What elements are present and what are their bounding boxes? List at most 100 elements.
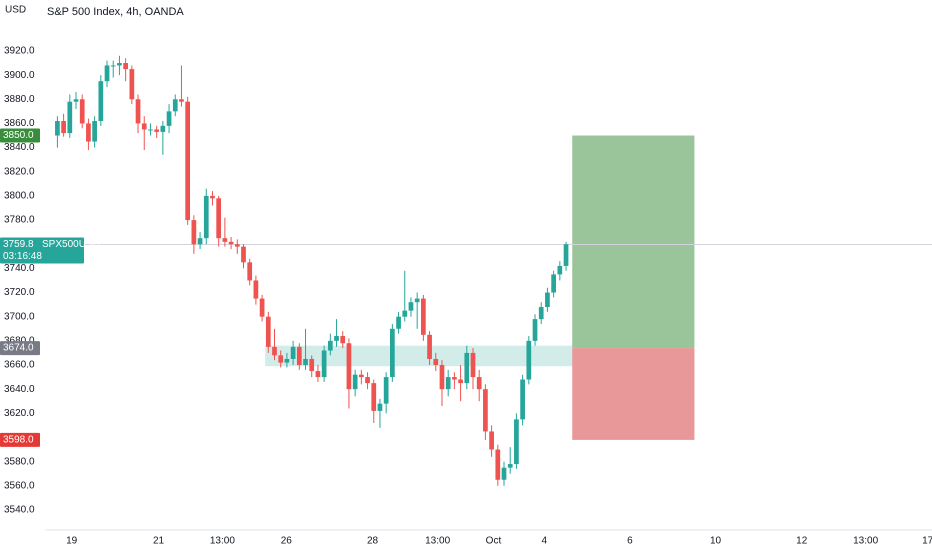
candle-body: [179, 99, 184, 102]
y-tick-label: 3680.0: [4, 335, 35, 346]
currency: USD: [5, 5, 26, 16]
candle-body: [526, 340, 532, 380]
candle-body: [458, 379, 463, 384]
x-tick-label: 17: [922, 536, 932, 547]
candle-body: [203, 195, 209, 239]
support-zone: [265, 345, 574, 367]
chart-title: S&P 500 Index, 4h, OANDA: [47, 6, 184, 18]
candle-body: [272, 346, 277, 356]
candle-body: [160, 125, 166, 132]
candle-body: [389, 328, 395, 378]
y-tick-label: 3800.0: [4, 191, 35, 202]
candle-body: [303, 358, 308, 366]
candle-body: [296, 346, 302, 366]
candle-body: [123, 63, 128, 70]
candle-body: [79, 99, 85, 124]
price-label: 3598.0: [3, 435, 34, 446]
candle-body: [104, 65, 110, 82]
candle-body: [210, 195, 215, 199]
y-tick-label: 3780.0: [4, 215, 35, 226]
candle-body: [61, 121, 66, 134]
last-price-label: 3759.8: [3, 239, 34, 250]
x-tick-label: 28: [367, 536, 379, 547]
candle-body: [414, 298, 420, 303]
candle-body: [154, 129, 160, 132]
price-label-box: [0, 341, 40, 356]
candle-body: [197, 238, 203, 245]
x-tick-label: 26: [281, 536, 293, 547]
y-tick-label: 3840.0: [4, 142, 35, 153]
candle-body: [191, 220, 197, 245]
candle-body: [86, 123, 91, 142]
candle-body: [377, 403, 383, 411]
symbol-label: SPX500USD: [42, 239, 100, 250]
candle-body: [166, 111, 172, 126]
candle-body: [247, 262, 253, 281]
candle-body: [464, 352, 470, 384]
candle-body: [501, 467, 507, 480]
y-tick-label: 3900.0: [4, 70, 35, 81]
candle-body: [334, 336, 339, 341]
countdown-label: 03:16:48: [3, 251, 42, 262]
candle-body: [110, 65, 116, 67]
x-tick-label: 6: [627, 536, 633, 547]
candle-body: [148, 129, 153, 131]
candle-body: [396, 316, 401, 329]
candle-body: [129, 69, 135, 100]
candle-body: [135, 99, 141, 124]
y-tick-label: 3860.0: [4, 118, 35, 129]
candle-body: [117, 63, 122, 66]
candle-body: [470, 352, 476, 378]
y-tick-label: 3640.0: [4, 384, 35, 395]
candle-body: [427, 334, 432, 359]
candle-body: [340, 336, 346, 344]
x-tick-label: Oct: [486, 536, 502, 547]
candle-body: [483, 389, 488, 432]
candle-body: [98, 81, 104, 122]
candle-body: [185, 101, 191, 221]
candle-body: [402, 310, 408, 317]
candle-body: [551, 274, 556, 293]
x-tick-label: 13:00: [425, 536, 450, 547]
candle-body: [365, 377, 370, 384]
candle-body: [408, 302, 414, 311]
price-label-box: [0, 128, 40, 143]
x-tick-label: 21: [153, 536, 165, 547]
y-tick-label: 3880.0: [4, 94, 35, 105]
candle-body: [234, 244, 240, 247]
last-price-box: [0, 237, 84, 264]
candle-body: [557, 265, 563, 275]
candle-body: [532, 319, 538, 341]
y-tick-label: 3620.0: [4, 408, 35, 419]
x-tick-label: 12: [796, 536, 808, 547]
x-tick-label: 13:00: [853, 536, 878, 547]
candle-body: [421, 298, 426, 335]
candle-body: [358, 374, 364, 378]
x-tick-label: 4: [542, 536, 548, 547]
candle-body: [346, 343, 352, 390]
candle-body: [290, 346, 296, 359]
loss-area: [572, 348, 695, 440]
x-tick-label: 13:00: [210, 536, 235, 547]
candle-body: [259, 298, 265, 317]
price-label: 3850.0: [3, 130, 34, 141]
y-tick-label: 3660.0: [4, 360, 35, 371]
candle-body: [352, 374, 358, 390]
candle-body: [309, 358, 315, 372]
candle-body: [371, 383, 377, 411]
candle-body: [265, 316, 271, 347]
candle-body: [538, 307, 544, 320]
y-tick-label: 3740.0: [4, 263, 35, 274]
candle-body: [321, 350, 327, 378]
candle-body: [222, 238, 228, 242]
x-tick-label: 19: [66, 536, 78, 547]
candle-body: [439, 365, 445, 390]
x-tick-label: 10: [710, 536, 722, 547]
candle-body: [67, 101, 73, 134]
y-tick-label: 3540.0: [4, 505, 35, 516]
candle-body: [563, 244, 569, 266]
candle-body: [489, 431, 494, 450]
candle-body: [315, 371, 321, 378]
